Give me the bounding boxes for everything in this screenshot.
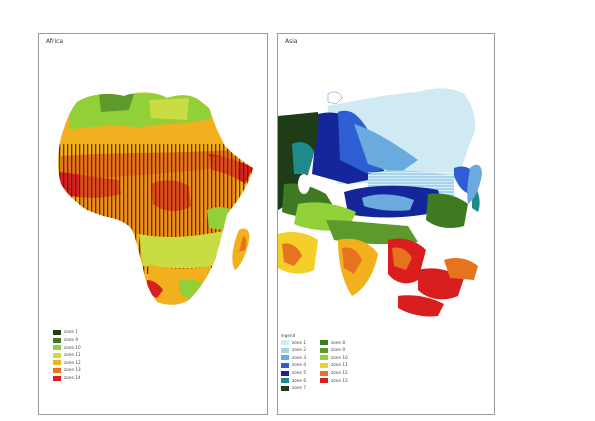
legend-label: zone 12	[64, 359, 81, 365]
legend-label: zone 11	[331, 362, 348, 368]
legend-swatch	[53, 337, 61, 343]
legend-item: zone 6	[281, 377, 306, 384]
legend-swatch	[320, 355, 328, 361]
legend-item: zone 11	[53, 352, 81, 358]
africa-map-panel: Africa	[38, 33, 268, 415]
legend-label: zone 5	[292, 369, 306, 375]
legend-item: zone 4	[281, 363, 306, 368]
legend-swatch	[281, 378, 289, 384]
legend-swatch	[320, 347, 328, 353]
legend-swatch	[281, 362, 289, 368]
africa-panel-title: Africa	[46, 38, 64, 45]
legend-item: zone 1	[281, 339, 306, 346]
legend-item: zone 11	[320, 363, 348, 368]
legend-label: zone 9	[64, 336, 78, 342]
legend-item: zone 1	[53, 330, 81, 335]
legend-swatch	[281, 385, 289, 391]
legend-item: zone 14	[53, 374, 81, 381]
legend-label: zone 6	[292, 377, 306, 383]
caspian-sea	[298, 174, 310, 194]
legend-item: zone 2	[281, 347, 306, 353]
legend-swatch	[320, 378, 328, 384]
legend-item: zone 9	[320, 347, 348, 353]
legend-item: zone 8	[320, 339, 348, 346]
legend-swatch	[53, 345, 61, 351]
legend-swatch	[320, 362, 328, 368]
legend-swatch	[53, 352, 61, 358]
legend-item: zone 5	[281, 369, 306, 376]
legend-swatch	[320, 340, 328, 346]
legend-item: zone 13	[320, 377, 348, 384]
legend-swatch	[320, 370, 328, 376]
africa-map	[58, 92, 253, 305]
legend-label: zone 3	[292, 354, 306, 360]
legend-label: zone 7	[292, 385, 306, 391]
legend-swatch	[281, 347, 289, 353]
africa-legend: zone 1 zone 9 zone 10 zone 11 zone 12 zone 13…	[53, 330, 81, 381]
asia-legend: legend zone 1 zone 2 zone 3 zone 4 zone 5 zon…	[281, 333, 348, 391]
legend-item: zone 12	[320, 369, 348, 376]
legend-item: zone 13	[53, 368, 81, 373]
legend-item: zone 3	[281, 354, 306, 361]
asia-map-panel: Asia	[277, 33, 495, 415]
legend-label: zone 13	[331, 377, 348, 383]
legend-item: zone 7	[281, 385, 306, 391]
legend-label: zone 4	[292, 362, 306, 368]
legend-swatch	[281, 355, 289, 361]
legend-label: zone 10	[64, 344, 81, 350]
legend-item: zone 10	[53, 344, 81, 351]
asia-map	[278, 88, 482, 317]
legend-swatch	[281, 370, 289, 376]
legend-label: zone 1	[64, 329, 78, 335]
legend-label: zone 11	[64, 352, 81, 358]
legend-swatch	[281, 340, 289, 346]
legend-swatch	[53, 360, 61, 366]
legend-label: zone 1	[292, 339, 306, 345]
legend-swatch	[53, 367, 61, 373]
legend-item: zone 12	[53, 359, 81, 366]
legend-item: zone 10	[320, 354, 348, 361]
legend-label: zone 14	[64, 374, 81, 380]
legend-label: zone 2	[292, 347, 306, 353]
legend-label: zone 10	[331, 354, 348, 360]
legend-label: zone 12	[331, 369, 348, 375]
legend-label: zone 9	[331, 347, 345, 353]
legend-label: zone 13	[64, 367, 81, 373]
legend-item: zone 9	[53, 336, 81, 343]
legend-label: zone 8	[331, 339, 345, 345]
asia-panel-title: Asia	[285, 38, 298, 45]
asia-legend-title: legend	[281, 333, 296, 338]
japan	[467, 164, 482, 204]
legend-swatch	[53, 375, 61, 381]
legend-swatch	[53, 330, 61, 335]
